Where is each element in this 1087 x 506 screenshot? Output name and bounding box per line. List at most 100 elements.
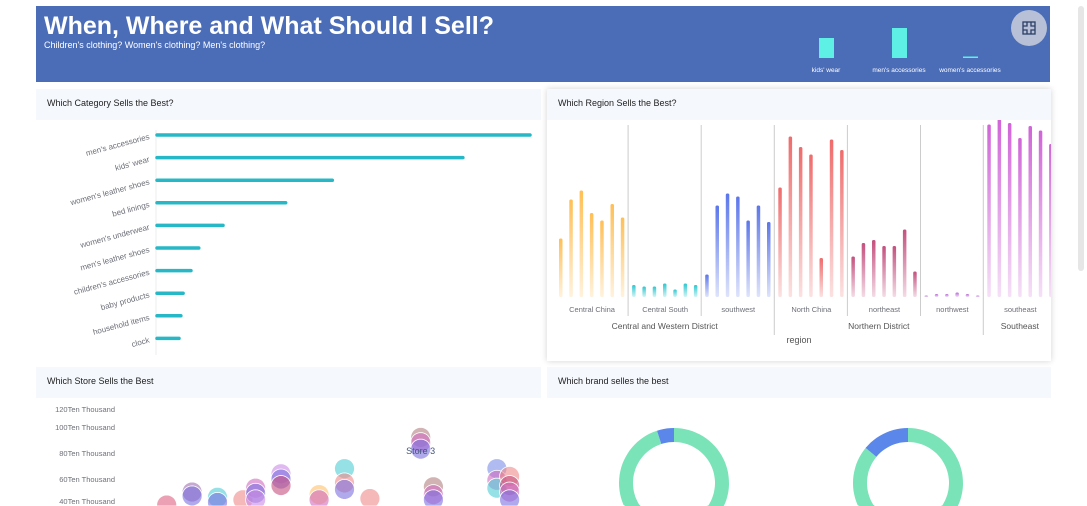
store-point — [422, 489, 444, 506]
region-bar — [569, 199, 573, 297]
collapse-button[interactable] — [1011, 10, 1047, 46]
region-bar — [693, 285, 698, 297]
region-bar — [725, 193, 730, 297]
donut-slice — [865, 428, 908, 457]
page-title: When, Where and What Should I Sell? — [44, 12, 494, 40]
region-bar — [746, 220, 750, 297]
region-bar — [987, 124, 991, 297]
region-bar — [778, 187, 782, 297]
brand-chart — [619, 428, 963, 506]
region-bar — [610, 204, 614, 297]
region-bar — [715, 205, 719, 297]
store-chart: 120Ten Thousand 100Ten Thousand 80Ten Thou… — [55, 405, 521, 506]
region-bar — [632, 285, 636, 297]
region-bar — [683, 283, 688, 297]
donut-slice — [853, 428, 963, 506]
region-bar — [976, 295, 980, 297]
header-mini-chart: kids' wear men's accessories women's acces… — [812, 28, 1002, 74]
region-bar — [924, 295, 928, 297]
region-bar — [809, 154, 813, 297]
mini-bar-label: kids' wear — [812, 67, 842, 74]
region-bar — [997, 120, 1002, 297]
donut-slice — [657, 428, 674, 444]
donut-slice — [619, 428, 729, 506]
region-bar — [872, 240, 876, 297]
region-bar — [1038, 130, 1043, 297]
region-bar — [642, 286, 646, 297]
category-label: household items — [92, 313, 151, 337]
region-bar — [829, 139, 834, 297]
page-subtitle: Children's clothing? Women's clothing? M… — [44, 40, 266, 50]
region-bar — [1028, 126, 1032, 297]
y-tick-label: 120Ten Thousand — [55, 405, 115, 414]
region-bar — [589, 213, 594, 297]
store-point — [308, 489, 330, 506]
category-label: baby products — [100, 290, 151, 312]
region-label: northeast — [869, 305, 901, 314]
store-panel: Which Store Sells the Best 120Ten Thousa… — [36, 367, 541, 506]
region-group-label: Northern District — [848, 321, 910, 331]
region-label: northwest — [936, 305, 969, 314]
region-axis-title: region — [786, 335, 811, 345]
region-bar — [1018, 138, 1022, 297]
page-scrollbar[interactable] — [1078, 6, 1084, 271]
region-bar — [851, 256, 855, 297]
region-bar — [1049, 144, 1051, 297]
store-point — [181, 485, 203, 506]
category-label: men's leather shoes — [79, 245, 150, 272]
store-point — [334, 478, 355, 500]
brand-panel: Which brand selles the best — [547, 367, 1051, 506]
mini-bar — [892, 28, 907, 58]
mini-bar-label: men's accessories — [872, 67, 926, 74]
region-label: Central South — [642, 305, 688, 314]
y-tick-label: 100Ten Thousand — [55, 423, 115, 432]
region-bar — [892, 246, 897, 297]
region-bar — [736, 196, 740, 297]
region-label: North China — [791, 305, 832, 314]
store-panel-title: Which Store Sells the Best — [36, 367, 541, 398]
store-point — [270, 475, 292, 496]
category-label: clock — [131, 335, 152, 349]
category-label: kids' wear — [114, 155, 151, 173]
region-label: Central China — [569, 305, 616, 314]
region-bar — [600, 220, 604, 297]
region-bar — [882, 246, 886, 297]
mini-bar-label: women's accessories — [938, 67, 1001, 74]
region-bar — [559, 238, 563, 297]
region-bar — [705, 274, 709, 297]
region-bar — [1007, 123, 1012, 297]
region-bar — [652, 286, 657, 297]
region-bar — [663, 283, 667, 297]
region-bar — [767, 222, 771, 297]
region-bar — [620, 217, 625, 297]
region-chart: Central China Central South southwestCentr… — [559, 120, 1051, 345]
region-bar — [955, 292, 959, 297]
region-label: southeast — [1004, 305, 1037, 314]
y-tick-label: 80Ten Thousand — [59, 449, 115, 458]
region-bar — [788, 136, 793, 297]
store-annotation: Store 3 — [406, 446, 435, 456]
store-point — [245, 489, 267, 506]
mini-bar — [819, 38, 834, 58]
region-bar — [819, 258, 823, 297]
store-point — [156, 494, 178, 506]
region-bar — [965, 294, 970, 297]
category-panel-title: Which Category Sells the Best? — [36, 89, 541, 120]
region-bar — [945, 294, 949, 297]
region-bar — [861, 243, 866, 297]
store-point — [410, 438, 432, 460]
category-label: bed linings — [111, 200, 150, 219]
region-bar — [756, 205, 761, 297]
store-point — [499, 489, 521, 506]
brand-panel-title: Which brand selles the best — [547, 367, 1051, 398]
store-point — [207, 491, 228, 506]
region-panel-title: Which Region Sells the Best? — [547, 89, 1051, 120]
y-tick-label: 60Ten Thousand — [59, 475, 115, 484]
category-label: men's accessories — [85, 132, 151, 158]
region-bar — [913, 271, 917, 297]
region-bar — [579, 190, 584, 297]
region-bar — [934, 294, 939, 297]
region-bar — [840, 150, 844, 297]
mini-bar — [963, 56, 978, 58]
